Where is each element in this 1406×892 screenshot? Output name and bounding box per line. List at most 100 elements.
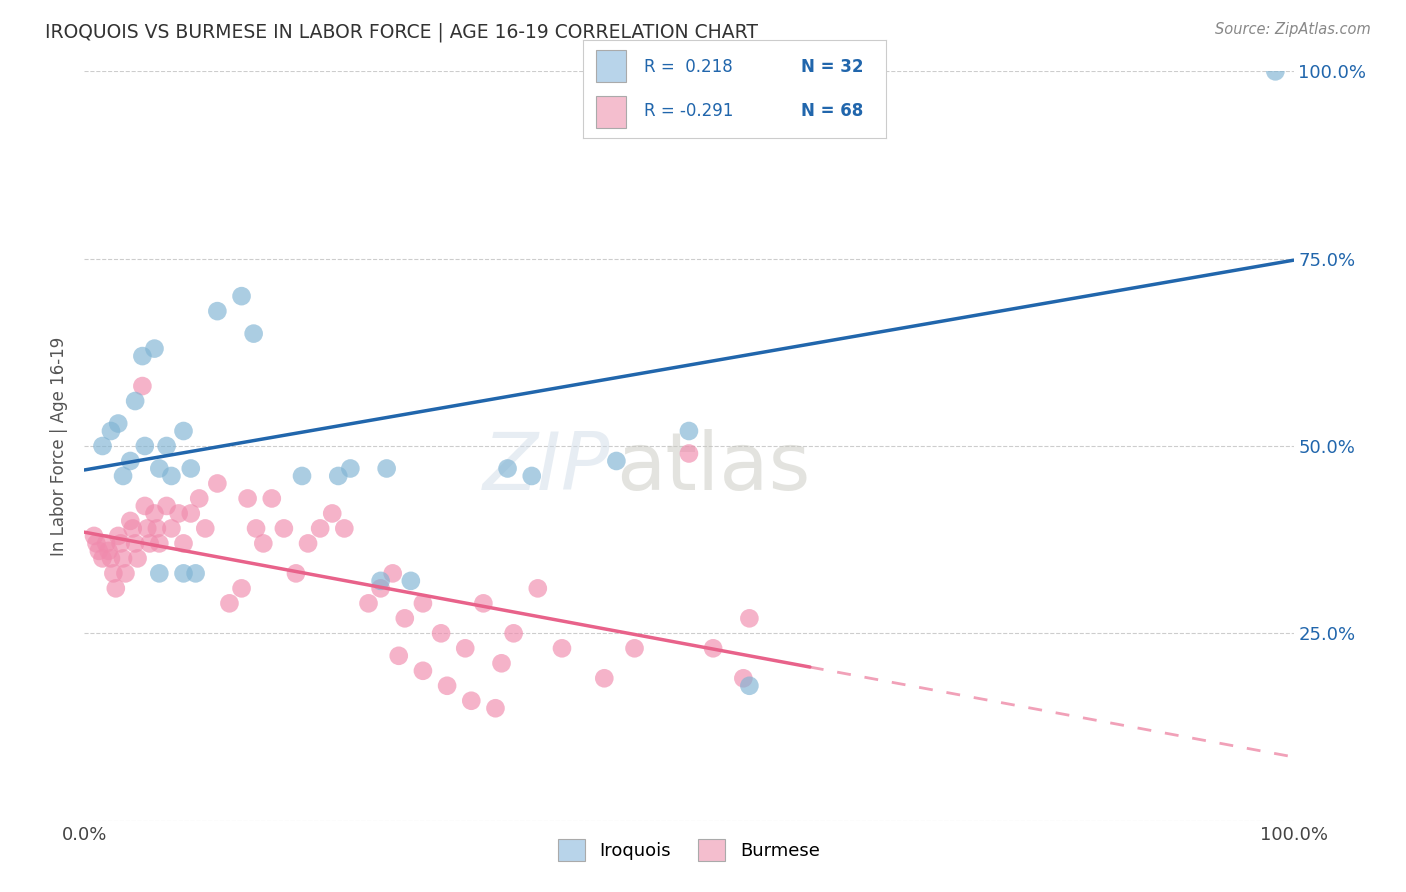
Point [738,611,761,625]
Point [136,521,159,535]
Text: Source: ZipAtlas.com: Source: ZipAtlas.com [1215,22,1371,37]
Point [394,611,416,625]
Point [231,289,253,303]
Point [100,424,122,438]
Point [104,582,127,596]
Point [460,694,482,708]
FancyBboxPatch shape [596,96,626,128]
Text: IROQUOIS VS BURMESE IN LABOR FORCE | AGE 16-19 CORRELATION CHART: IROQUOIS VS BURMESE IN LABOR FORCE | AGE… [45,22,758,42]
Point [339,461,361,475]
Point [114,566,136,581]
Point [436,679,458,693]
Point [454,641,477,656]
Point [412,596,434,610]
Text: R =  0.218: R = 0.218 [644,58,733,76]
Point [321,507,343,521]
Point [291,469,314,483]
Point [91,551,114,566]
Point [1264,64,1286,78]
Point [328,469,350,483]
Point [112,551,135,566]
Point [91,439,114,453]
Point [143,342,166,356]
Text: ZIP: ZIP [484,429,610,508]
Point [110,536,132,550]
Point [180,461,202,475]
Text: atlas: atlas [616,429,811,508]
Point [160,469,183,483]
Point [412,664,434,678]
Text: R = -0.291: R = -0.291 [644,102,734,120]
Legend: Iroquois, Burmese: Iroquois, Burmese [551,831,827,868]
Point [112,469,135,483]
Point [120,454,142,468]
Point [370,582,392,596]
Point [173,566,195,581]
Point [218,596,240,610]
Point [245,521,267,535]
Point [207,304,229,318]
Point [678,424,700,438]
Point [252,536,274,550]
Point [472,596,495,610]
Point [484,701,506,715]
Point [127,551,149,566]
Point [120,514,142,528]
Point [207,476,229,491]
Point [167,507,190,521]
Point [309,521,332,535]
Point [284,566,308,581]
Point [242,326,264,341]
Text: N = 32: N = 32 [801,58,863,76]
Point [103,566,125,581]
Point [173,536,195,550]
Point [260,491,283,506]
Point [194,521,217,535]
FancyBboxPatch shape [596,50,626,82]
Text: N = 68: N = 68 [801,102,863,120]
Point [134,499,156,513]
Point [124,394,146,409]
Point [148,566,170,581]
Point [188,491,211,506]
Point [97,544,120,558]
Point [184,566,207,581]
Point [593,671,616,685]
Point [86,536,108,550]
Point [121,521,143,535]
Point [623,641,645,656]
Point [370,574,392,588]
Point [155,499,177,513]
Point [124,536,146,550]
Point [100,551,122,566]
Point [134,439,156,453]
Point [148,536,170,550]
Point [155,439,177,453]
Point [333,521,356,535]
Point [138,536,160,550]
Point [738,679,761,693]
Point [297,536,319,550]
Point [146,521,169,535]
Point [143,507,166,521]
Point [173,424,195,438]
Point [131,379,153,393]
Point [236,491,259,506]
Y-axis label: In Labor Force | Age 16-19: In Labor Force | Age 16-19 [51,336,69,556]
Point [160,521,183,535]
Point [678,446,700,460]
Point [94,536,117,550]
Point [231,582,253,596]
Point [148,461,170,475]
Point [702,641,724,656]
Point [375,461,398,475]
Point [527,582,550,596]
Point [388,648,411,663]
Point [733,671,755,685]
Point [551,641,574,656]
Point [430,626,453,640]
Point [496,461,519,475]
Point [605,454,627,468]
Point [180,507,202,521]
Point [107,529,129,543]
